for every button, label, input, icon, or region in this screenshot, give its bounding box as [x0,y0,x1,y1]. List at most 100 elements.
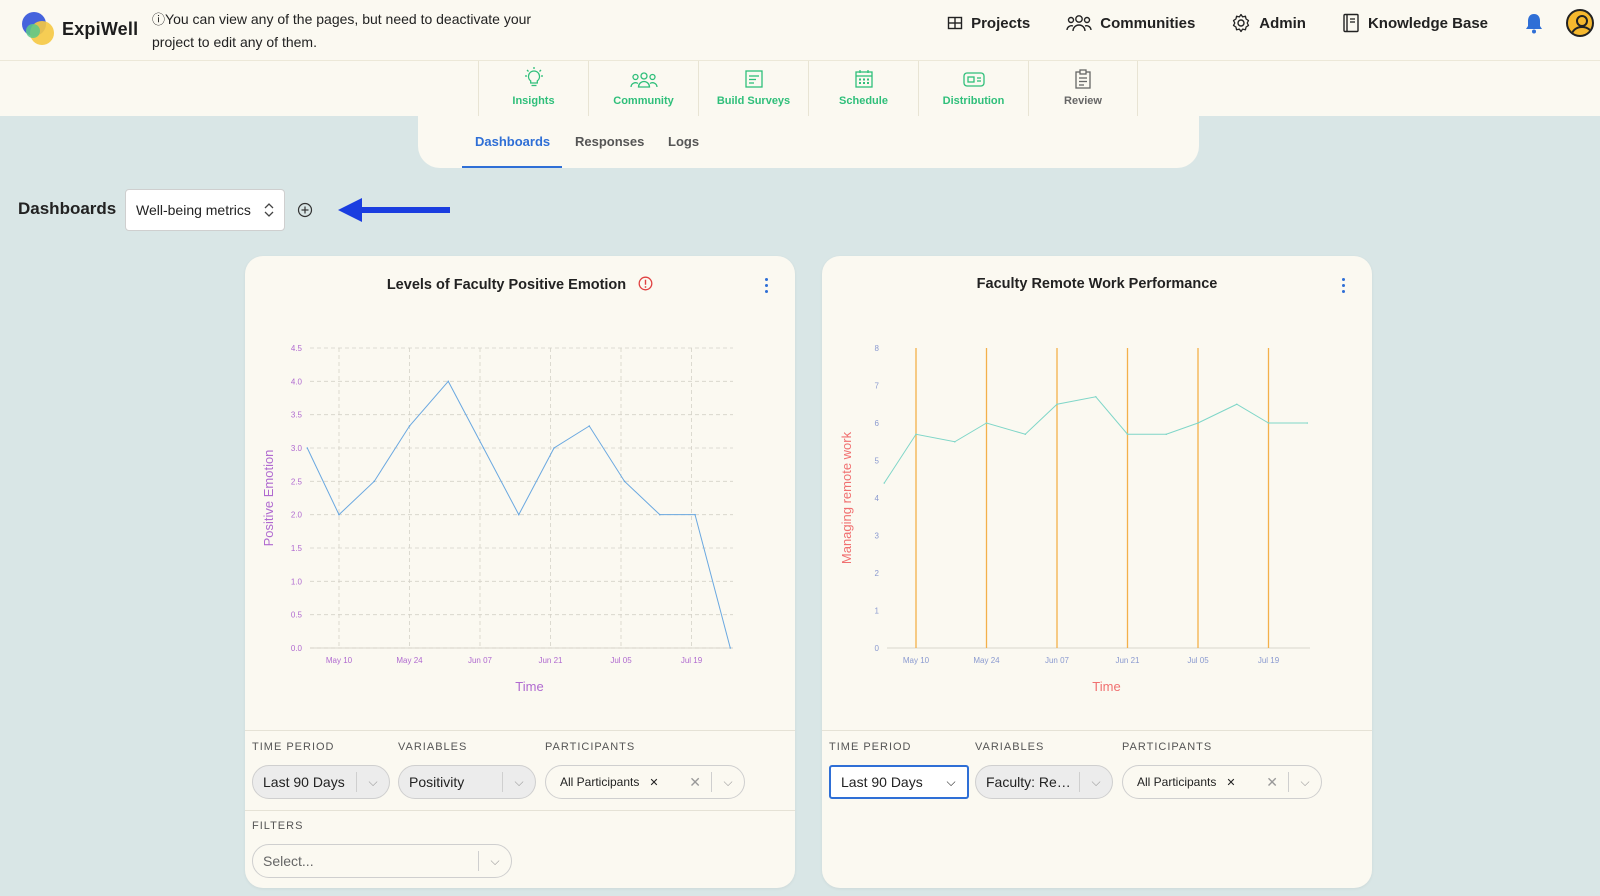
tabs-panel: Dashboards Responses Logs [418,116,1199,168]
tab-dashboards[interactable]: Dashboards [475,134,551,149]
variables-select[interactable]: Positivity ⌵ [398,765,536,799]
x-axis-label: Time [1092,679,1120,694]
data-point [658,513,661,516]
subnav-community[interactable]: Community [588,61,698,116]
y-tick-label: 5 [875,457,880,466]
x-tick-label: Jun 07 [1045,656,1070,665]
data-point [1267,422,1270,424]
y-tick-label: 3.5 [291,411,303,420]
subnav-schedule[interactable]: Schedule [808,61,918,116]
x-tick-label: Jun 21 [538,656,563,665]
chevron-down-icon: ⌵ [514,774,524,789]
filters-placeholder: Select... [263,853,314,869]
data-point [883,482,886,484]
y-tick-label: 0.0 [291,644,303,653]
chevron-down-icon: ⌵ [1091,774,1101,789]
x-tick-label: May 24 [396,656,423,665]
participant-chip-label: All Participants [560,775,640,789]
data-point [729,647,732,649]
time-period-value: Last 90 Days [263,774,345,790]
x-tick-label: Jul 05 [610,656,632,665]
card-title: Faculty Remote Work Performance [822,276,1372,292]
subnav-distribution-label: Distribution [942,95,1005,107]
participant-chip: All Participants ✕ [560,775,659,789]
x-tick-label: May 10 [903,656,930,665]
subnav-distribution[interactable]: Distribution [918,61,1028,116]
x-tick-label: May 10 [326,656,353,665]
dashboard-select-value: Well-being metrics [136,202,251,218]
subnav-community-label: Community [613,95,674,107]
tab-responses[interactable]: Responses [575,134,645,149]
nav-communities-label: Communities [1100,14,1196,32]
book-icon [1343,13,1359,33]
sort-arrows-icon [264,203,274,217]
data-point [694,513,696,516]
time-period-label: TIME PERIOD [829,741,912,753]
bell-icon[interactable] [1524,12,1544,34]
tab-logs[interactable]: Logs [668,134,700,149]
user-avatar[interactable] [1566,9,1594,37]
calendar-icon [854,70,873,88]
people-icon [1066,15,1092,32]
project-subnav: Insights Community Build Surveys Schedul… [478,61,1138,116]
subnav-build-surveys[interactable]: Build Surveys [698,61,808,116]
card-menu-icon[interactable] [1342,278,1346,296]
chevron-down-icon: ⌵ [490,853,500,868]
remove-chip-icon[interactable]: ✕ [1226,776,1236,789]
filters-select[interactable]: Select... ⌵ [252,844,512,878]
annotation-arrow-icon [338,198,450,222]
info-icon: ⓘ [152,12,166,27]
y-tick-label: 8 [875,344,880,353]
filters-label: FILTERS [252,820,304,832]
nav-communities[interactable]: Communities [1066,14,1195,32]
active-tab-underline [462,166,562,168]
y-tick-label: 0 [875,644,880,653]
data-point [517,513,520,516]
data-point [1056,403,1058,406]
chart-card-remote-work: Faculty Remote Work Performance 0 1 2 3 4 5 6 7… [822,256,1372,888]
card-menu-icon[interactable] [765,278,769,296]
data-point [1094,395,1097,398]
add-dashboard-icon[interactable] [297,202,313,218]
y-tick-label: 2 [875,569,880,578]
y-tick-label: 0.5 [291,611,303,620]
subnav-band [0,61,1600,116]
nav-admin-label: Admin [1259,14,1306,32]
app-name: ExpiWell [62,18,139,39]
notice-text: You can view any of the pages, but need … [152,11,532,50]
subnav-insights[interactable]: Insights [478,61,588,116]
logo-icon [22,12,56,46]
clear-icon[interactable]: ✕ [689,773,701,790]
time-period-select[interactable]: Last 90 Days ⌵ [252,765,390,799]
clear-icon[interactable]: ✕ [1266,773,1278,790]
variables-value: Faculty: Re… [986,774,1071,790]
data-point [1197,422,1199,424]
variables-value: Positivity [409,774,465,790]
data-point [915,433,917,436]
divider [245,810,795,811]
app-logo[interactable]: ExpiWell [22,12,138,46]
main-nav: Projects Communities Admin Knowledge Bas… [911,0,1600,46]
clipboard-icon [1075,69,1091,89]
participant-chip: All Participants ✕ [1137,775,1236,789]
participants-label: PARTICIPANTS [1122,741,1213,753]
variables-select[interactable]: Faculty: Re… ⌵ [975,765,1113,799]
deactivate-notice: ⓘYou can view any of the pages, but need… [152,8,572,53]
participants-select[interactable]: All Participants ✕ ✕ ⌵ [545,765,745,799]
nav-admin[interactable]: Admin [1231,13,1306,33]
card-controls: TIME PERIOD Last 90 Days ⌵ VARIABLES Pos… [245,730,795,888]
y-tick-label: 4 [875,494,880,503]
nav-projects[interactable]: Projects [947,15,1030,32]
chart-card-positive-emotion: Levels of Faculty Positive Emotion 0.0 0.… [245,256,795,888]
x-tick-label: Jun 21 [1115,656,1140,665]
x-tick-label: Jul 05 [1187,656,1209,665]
subnav-build-surveys-label: Build Surveys [716,95,791,107]
time-period-select[interactable]: Last 90 Days ⌵ [829,765,969,799]
chevron-down-icon: ⌵ [368,774,378,789]
subnav-review[interactable]: Review [1028,61,1138,116]
participants-select[interactable]: All Participants ✕ ✕ ⌵ [1122,765,1322,799]
dashboard-select[interactable]: Well-being metrics [125,189,285,231]
warning-info-icon[interactable] [638,276,653,291]
nav-knowledge-base[interactable]: Knowledge Base [1342,13,1488,33]
remove-chip-icon[interactable]: ✕ [649,776,659,789]
